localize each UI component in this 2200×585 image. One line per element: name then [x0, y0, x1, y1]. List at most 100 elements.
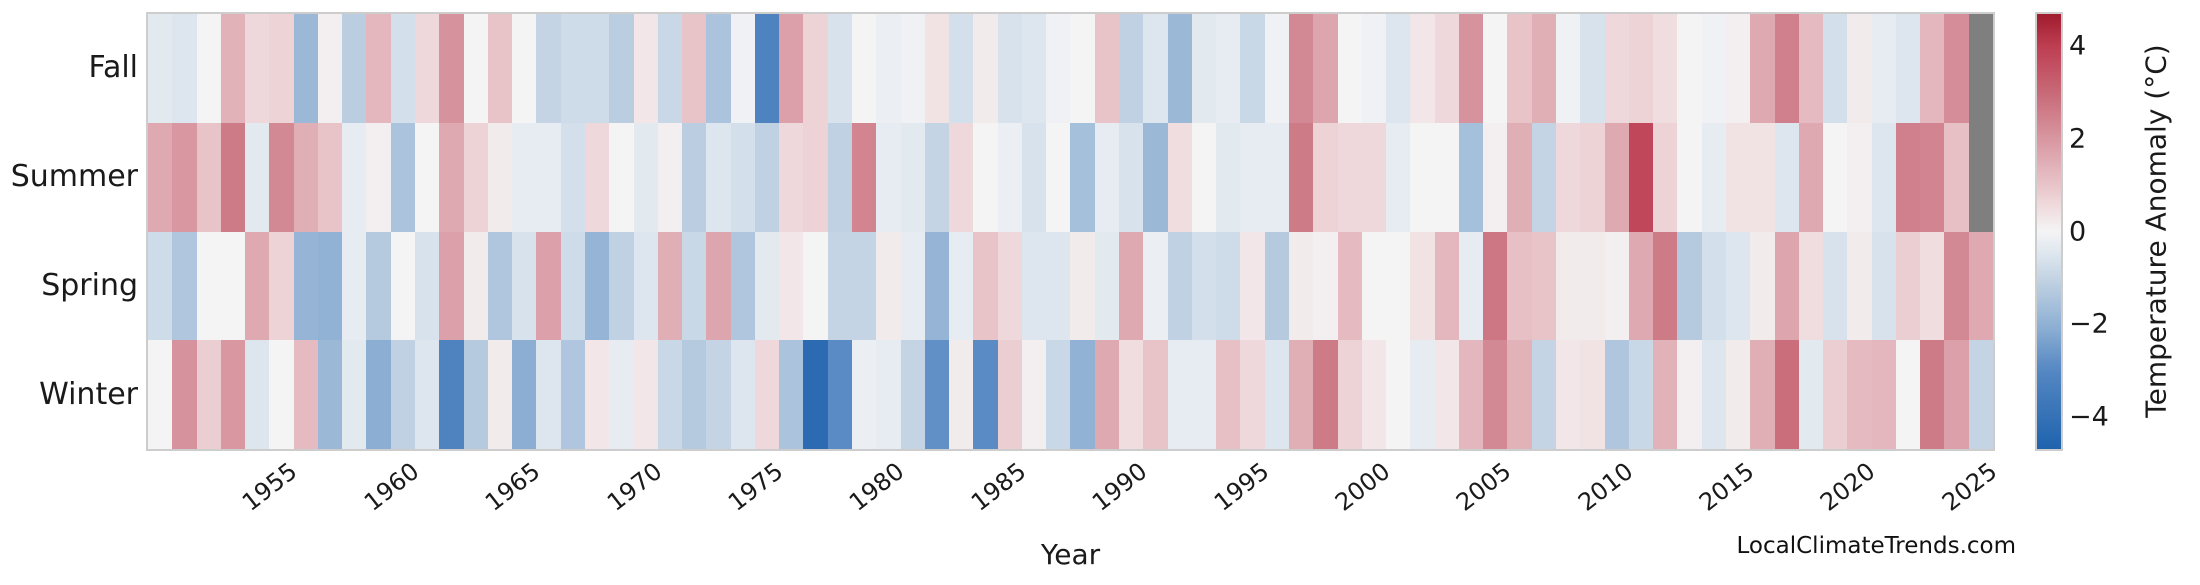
- heatmap-cell: [536, 231, 561, 341]
- x-tick-1995: 1995: [1208, 457, 1274, 517]
- heatmap-cell: [1628, 122, 1654, 232]
- heatmap-cell: [1337, 231, 1362, 341]
- x-tick-2015: 2015: [1693, 457, 1760, 517]
- heatmap-cell: [1750, 122, 1775, 232]
- heatmap-cell: [1531, 340, 1557, 449]
- heatmap-cell: [1458, 340, 1484, 449]
- heatmap-cell: [633, 231, 658, 341]
- heatmap-cell: [196, 231, 221, 341]
- heatmap-cell: [1386, 340, 1411, 449]
- heatmap-cell: [803, 231, 828, 341]
- heatmap-cell: [1847, 14, 1872, 123]
- heatmap-cell: [1653, 231, 1678, 341]
- heatmap-cell: [1167, 340, 1192, 449]
- heatmap-cell: [148, 122, 173, 232]
- heatmap-cell: [852, 14, 877, 123]
- x-tick-1960: 1960: [358, 457, 425, 517]
- heatmap-cell: [1216, 122, 1241, 232]
- heatmap-cell: [1070, 14, 1095, 123]
- heatmap-cell: [1313, 340, 1338, 449]
- heatmap-cell: [1847, 122, 1872, 232]
- heatmap-cell: [754, 14, 780, 123]
- heatmap-cell: [342, 14, 367, 123]
- heatmap-cell: [1750, 231, 1775, 341]
- heatmap-cell: [1021, 14, 1047, 123]
- heatmap-cell: [1361, 231, 1387, 341]
- heatmap-cell: [706, 14, 731, 123]
- heatmap-cell: [1337, 340, 1362, 449]
- heatmap-cell: [1628, 231, 1654, 341]
- heatmap-cell: [1216, 14, 1241, 123]
- heatmap-cell: [1119, 122, 1144, 232]
- heatmap-cell: [900, 14, 925, 123]
- heatmap-cell: [1240, 14, 1265, 123]
- heatmap-cell: [1143, 231, 1168, 341]
- heatmap-cell: [1070, 340, 1095, 449]
- x-tick-2020: 2020: [1815, 457, 1881, 517]
- heatmap-cell: [148, 14, 173, 123]
- heatmap-cell: [827, 14, 852, 123]
- heatmap-cell: [1556, 340, 1581, 449]
- heatmap-cell: [1871, 231, 1896, 341]
- colorbar-tick-2: 2: [2069, 123, 2087, 155]
- heatmap-cell: [949, 14, 974, 123]
- heatmap-cell: [1556, 14, 1581, 123]
- heatmap-cell: [1458, 231, 1484, 341]
- x-tick-2025: 2025: [1936, 457, 2003, 517]
- heatmap-cell: [1701, 122, 1726, 232]
- heatmap-cell: [1070, 122, 1095, 232]
- x-tick-1955: 1955: [237, 457, 303, 517]
- heatmap-cell: [172, 340, 197, 449]
- heatmap-cell: [706, 340, 731, 449]
- heatmap: [146, 12, 1995, 451]
- heatmap-cell: [1580, 340, 1605, 449]
- colorbar-tick-0: 0: [2069, 216, 2087, 247]
- heatmap-cell: [1410, 231, 1435, 341]
- heatmap-cell: [1895, 340, 1921, 449]
- heatmap-cell: [1483, 122, 1508, 232]
- heatmap-cell: [706, 122, 731, 232]
- heatmap-cell: [1604, 340, 1629, 449]
- heatmap-cell: [1094, 122, 1120, 232]
- heatmap-cell: [172, 122, 197, 232]
- heatmap-cell: [220, 122, 246, 232]
- heatmap-cell: [1191, 231, 1217, 341]
- heatmap-cell: [1167, 122, 1192, 232]
- heatmap-cell: [1920, 122, 1945, 232]
- heatmap-cell: [1871, 122, 1896, 232]
- heatmap-cell: [1094, 231, 1120, 341]
- heatmap-cell: [1774, 122, 1799, 232]
- heatmap-cell: [512, 231, 537, 341]
- heatmap-cell: [1847, 340, 1872, 449]
- heatmap-cell: [1871, 340, 1896, 449]
- heatmap-cell: [269, 122, 294, 232]
- heatmap-cell: [1531, 231, 1557, 341]
- heatmap-cell: [1580, 231, 1605, 341]
- heatmap-cell: [1920, 231, 1945, 341]
- heatmap-cell: [1531, 14, 1557, 123]
- heatmap-cell: [1240, 231, 1265, 341]
- heatmap-cell: [1944, 122, 1969, 232]
- heatmap-cell: [1410, 14, 1435, 123]
- x-tick-1970: 1970: [601, 457, 667, 517]
- heatmap-cell: [1361, 14, 1387, 123]
- heatmap-cell: [1483, 231, 1508, 341]
- heatmap-cell: [876, 231, 901, 341]
- heatmap-cell: [997, 231, 1022, 341]
- heatmap-cell: [560, 231, 585, 341]
- heatmap-cell: [1507, 231, 1532, 341]
- heatmap-cell: [560, 14, 585, 123]
- heatmap-cell: [682, 122, 707, 232]
- heatmap-cell: [1143, 122, 1168, 232]
- heatmap-cell: [245, 340, 270, 449]
- heatmap-cell: [973, 122, 998, 232]
- x-axis-label: Year: [1040, 538, 1101, 571]
- heatmap-cell: [924, 122, 950, 232]
- heatmap-cell: [439, 340, 464, 449]
- heatmap-cell: [463, 340, 488, 449]
- heatmap-cell: [293, 231, 318, 341]
- heatmap-cell: [657, 14, 683, 123]
- heatmap-cell: [536, 14, 561, 123]
- heatmap-cell: [512, 14, 537, 123]
- heatmap-cell: [827, 122, 852, 232]
